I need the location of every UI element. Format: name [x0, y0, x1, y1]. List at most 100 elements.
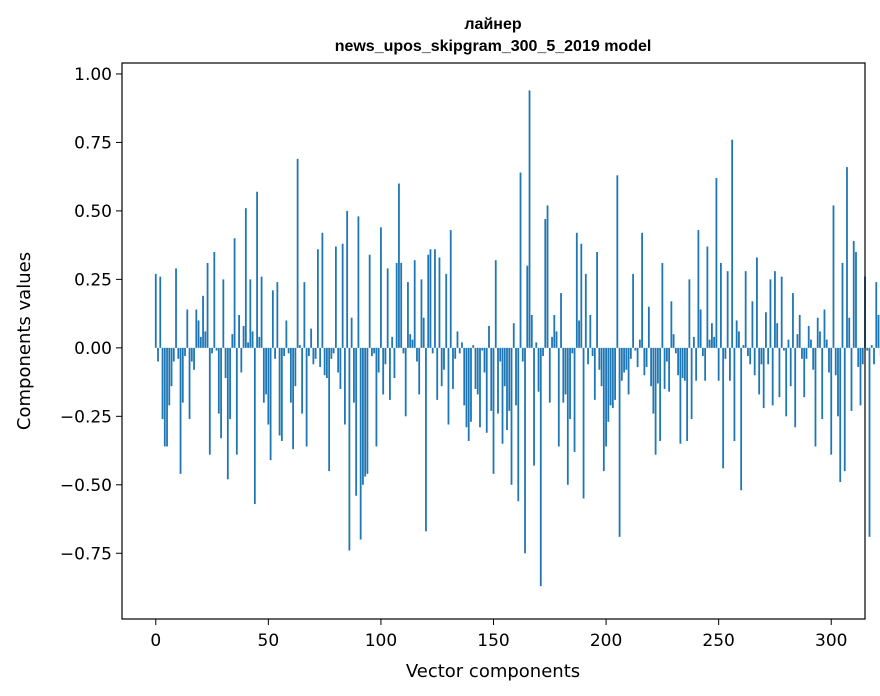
bar	[512, 323, 515, 348]
bar	[434, 249, 436, 348]
bar	[571, 347, 574, 354]
y-tick-label: 0.50	[74, 202, 112, 222]
bar	[729, 347, 731, 381]
bar	[474, 347, 477, 389]
bar	[753, 347, 756, 376]
bar-series	[154, 90, 880, 587]
bar	[402, 347, 405, 354]
bar	[465, 347, 468, 428]
bar	[274, 347, 276, 359]
bar	[323, 347, 326, 376]
bar	[202, 295, 204, 348]
bar	[803, 347, 806, 398]
bar	[843, 347, 846, 472]
bar	[765, 312, 767, 348]
bar	[521, 347, 524, 362]
bar	[740, 347, 743, 491]
bar	[271, 290, 274, 348]
bar	[602, 347, 605, 472]
bar	[819, 331, 821, 348]
bar	[643, 347, 646, 376]
bar	[834, 347, 837, 376]
bar	[798, 314, 801, 348]
chart-title-line2: news_upos_skipgram_300_5_2019 model	[335, 38, 652, 55]
bar	[416, 347, 418, 362]
bar	[785, 347, 788, 417]
bar	[600, 347, 603, 387]
bar	[334, 246, 337, 348]
bar	[418, 347, 421, 395]
bar	[598, 347, 601, 370]
bar	[706, 246, 709, 348]
bar	[560, 293, 562, 348]
bar	[344, 347, 346, 425]
bar	[470, 347, 472, 422]
bar	[339, 347, 342, 389]
y-axis-ticks: −0.75 −0.50 −0.25 0.00 0.25 0.50 0.75 1.00	[60, 65, 122, 564]
bar	[193, 347, 195, 370]
bar	[373, 347, 376, 354]
bar	[875, 282, 878, 348]
bar	[161, 347, 164, 420]
bar	[852, 241, 855, 348]
bar	[231, 334, 234, 348]
bar	[400, 262, 403, 348]
bar	[458, 347, 461, 354]
bar	[166, 347, 168, 447]
bar	[665, 347, 668, 362]
bar	[816, 317, 819, 348]
bar	[589, 314, 592, 348]
bar	[866, 347, 869, 351]
bar	[776, 323, 779, 348]
bar	[742, 345, 745, 348]
bar	[244, 208, 247, 348]
bar	[654, 347, 657, 455]
bar	[837, 347, 839, 417]
bar	[289, 347, 292, 403]
bar	[582, 347, 585, 499]
bar	[454, 347, 457, 359]
bar	[278, 347, 281, 436]
bar	[242, 325, 245, 348]
bar	[731, 139, 734, 348]
bar	[425, 347, 427, 532]
bar	[778, 347, 781, 398]
bar	[319, 347, 322, 368]
bar	[679, 347, 682, 444]
bar	[771, 347, 774, 406]
bar	[539, 347, 542, 587]
bar	[494, 260, 497, 348]
bar	[762, 347, 765, 409]
bar	[422, 317, 425, 348]
bar	[294, 347, 297, 387]
bar	[823, 309, 826, 348]
bar	[670, 301, 673, 348]
bar	[476, 347, 479, 395]
bar	[850, 347, 853, 411]
bar	[711, 323, 713, 348]
bar	[528, 90, 531, 348]
bar	[251, 331, 254, 348]
bar	[796, 334, 799, 348]
bar	[812, 347, 815, 370]
bar	[461, 342, 463, 348]
bar	[316, 249, 319, 348]
bar	[591, 347, 594, 357]
bar	[519, 172, 522, 348]
bar	[620, 347, 623, 381]
bar	[382, 347, 385, 395]
bar	[681, 347, 684, 378]
bar	[350, 317, 353, 348]
bar	[481, 347, 484, 351]
bar	[463, 347, 466, 406]
bar	[596, 251, 598, 348]
y-tick-label: 0.25	[74, 270, 112, 290]
bar	[627, 347, 630, 395]
bar	[839, 347, 842, 483]
bar	[726, 271, 729, 348]
bar	[213, 251, 216, 348]
bar	[190, 347, 193, 362]
y-tick-label: −0.75	[60, 544, 112, 564]
bar	[503, 347, 506, 387]
bar	[305, 347, 308, 447]
